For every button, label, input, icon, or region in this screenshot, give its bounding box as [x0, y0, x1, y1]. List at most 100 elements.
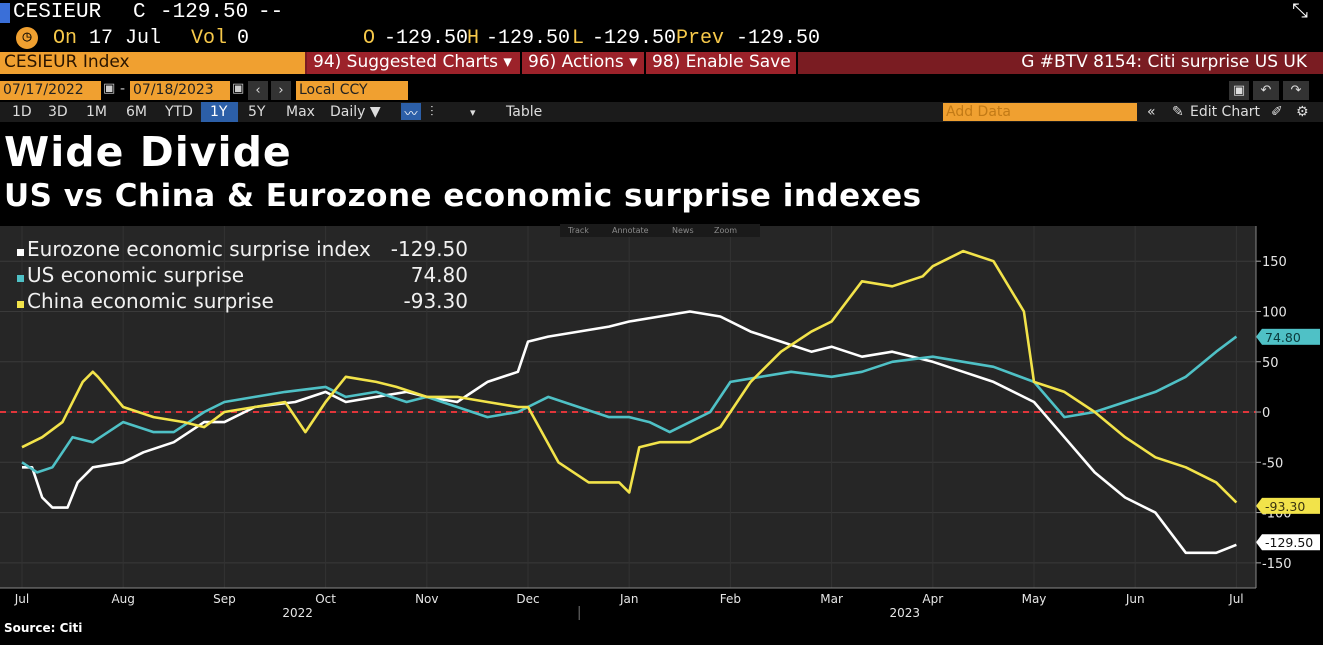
- legend-swatch: [17, 249, 24, 256]
- badge-pointer: [1256, 497, 1262, 514]
- x-tick-label: May: [1022, 592, 1047, 606]
- start-date-input[interactable]: 07/17/2022: [0, 81, 101, 100]
- add-data-input[interactable]: Add Data: [943, 103, 1137, 121]
- x-tick-label: Mar: [820, 592, 843, 606]
- low-value: -129.50: [592, 27, 677, 50]
- date-separator: -: [120, 81, 126, 97]
- range-1m[interactable]: 1M: [86, 104, 107, 120]
- security-field[interactable]: CESIEUR Index: [0, 52, 305, 74]
- quote-date: 17 Jul: [89, 27, 162, 50]
- open-label: O: [363, 27, 376, 50]
- annotate-icon[interactable]: ✐: [1271, 104, 1283, 120]
- edit-chart-icon[interactable]: ✎: [1172, 104, 1184, 120]
- badge-value: 74.80: [1265, 330, 1301, 345]
- prev-period-button[interactable]: ‹: [248, 81, 268, 100]
- badge-pointer: [1256, 534, 1262, 551]
- track-hint[interactable]: Track: [567, 226, 589, 235]
- line-chart-icon[interactable]: 〰: [401, 103, 421, 122]
- range-6m[interactable]: 6M: [126, 104, 147, 120]
- start-calendar-icon[interactable]: ▣: [103, 81, 116, 96]
- badge-box: [1262, 534, 1320, 551]
- range-1d[interactable]: 1D: [12, 104, 32, 120]
- badge-value: -129.50: [1265, 535, 1313, 550]
- table-button[interactable]: Table: [506, 104, 543, 120]
- legend-name: US economic surprise: [27, 263, 244, 287]
- end-date-input[interactable]: 07/18/2023: [130, 81, 230, 100]
- range-5y[interactable]: 5Y: [248, 104, 266, 120]
- x-tick-label: Feb: [720, 592, 741, 606]
- vol-label: Vol: [191, 27, 228, 50]
- x-tick-label: Jul: [14, 592, 29, 606]
- series-line-1: [21, 335, 1238, 474]
- enable-save-button[interactable]: 98) Enable Save: [646, 52, 798, 74]
- range-max[interactable]: Max: [286, 104, 315, 120]
- legend-name: Eurozone economic surprise index: [27, 237, 371, 261]
- x-tick-label: Aug: [111, 592, 134, 606]
- bar-chart-icon[interactable]: ⫶: [430, 104, 434, 120]
- y-tick-label: 150: [1262, 255, 1287, 270]
- series-line-2: [21, 249, 1238, 504]
- menu-bar: CESIEUR Index 94) Suggested Charts ▾ 96)…: [0, 52, 1323, 74]
- annotate-hint[interactable]: Annotate: [612, 226, 649, 235]
- range-1y[interactable]: 1Y: [210, 104, 228, 120]
- last-value-badges: 74.80 -93.30 -129.50: [1256, 328, 1320, 551]
- y-tick-label: -50: [1262, 456, 1283, 471]
- ticker-row: CESIEUR C -129.50 -- ⤡: [0, 0, 1323, 26]
- next-period-button[interactable]: ›: [271, 81, 291, 100]
- range-ytd[interactable]: YTD: [165, 104, 193, 120]
- news-story-link[interactable]: G #BTV 8154: Citi surprise US UK: [1021, 52, 1307, 72]
- actions-button[interactable]: 96) Actions ▾: [522, 52, 646, 74]
- y-tick-label: 100: [1262, 305, 1287, 320]
- high-label: H: [467, 27, 480, 50]
- alert-icon[interactable]: ◷: [16, 27, 38, 49]
- y-tick-label: -150: [1262, 557, 1292, 572]
- grid-lines: [0, 226, 1256, 588]
- zoom-hint[interactable]: Zoom: [714, 226, 737, 235]
- badge-value: -93.30: [1265, 499, 1305, 514]
- quote-row: ◷ On 17 Jul Vol 0 O -129.50 H -129.50 L …: [0, 26, 1323, 51]
- suggested-charts-button[interactable]: 94) Suggested Charts ▾: [307, 52, 522, 74]
- x-tick-label: Oct: [315, 592, 336, 606]
- chart-subtitle: US vs China & Eurozone economic surprise…: [4, 178, 922, 214]
- actions-label: 96) Actions ▾: [528, 52, 638, 72]
- end-calendar-icon[interactable]: ▣: [232, 81, 245, 96]
- close-value: -129.50: [160, 1, 249, 24]
- legend-value: -129.50: [391, 237, 468, 261]
- x-tick-label: Apr: [922, 592, 943, 606]
- collapse-icon[interactable]: «: [1147, 104, 1156, 120]
- news-hint[interactable]: News: [672, 226, 694, 235]
- chart-options-dropdown[interactable]: ▾: [470, 106, 476, 119]
- legend-swatch: [17, 275, 24, 282]
- close-label: C: [133, 1, 146, 24]
- series-lines: [21, 249, 1238, 555]
- frequency-select[interactable]: Daily ▼: [330, 104, 381, 120]
- ticker-symbol[interactable]: CESIEUR: [13, 1, 102, 24]
- undo-icon[interactable]: ↶: [1253, 81, 1279, 100]
- range-toolbar: 1D 3D 1M 6M YTD 1Y 5Y Max Daily ▼ 〰 ⫶ ▾ …: [0, 102, 1323, 122]
- expand-icon[interactable]: ⤡: [1292, 1, 1308, 24]
- y-tick-label: 0: [1262, 406, 1270, 421]
- series-line-0: [22, 310, 1237, 555]
- legend-value: -93.30: [404, 289, 468, 313]
- enable-save-label: 98) Enable Save: [652, 52, 791, 72]
- x-year-label: 2022: [282, 606, 313, 620]
- suggested-charts-label: 94) Suggested Charts ▾: [313, 52, 512, 72]
- high-value: -129.50: [486, 27, 571, 50]
- on-label: On: [53, 27, 78, 50]
- source-note: Source: Citi: [4, 621, 83, 635]
- vol-value: 0: [237, 27, 250, 50]
- range-3d[interactable]: 3D: [48, 104, 68, 120]
- x-tick-label: Nov: [415, 592, 438, 606]
- legend-swatch: [17, 301, 24, 308]
- currency-select[interactable]: Local CCY: [296, 81, 408, 100]
- low-label: L: [572, 27, 585, 50]
- legend-name: China economic surprise: [27, 289, 274, 313]
- redo-icon[interactable]: ↷: [1283, 81, 1309, 100]
- prev-value: -129.50: [736, 27, 821, 50]
- edit-chart-button[interactable]: Edit Chart: [1190, 104, 1261, 120]
- x-tick-label: Jan: [619, 592, 639, 606]
- chart-type-icon[interactable]: ▣: [1229, 81, 1249, 100]
- x-tick-label: Jul: [1228, 592, 1243, 606]
- settings-gear-icon[interactable]: ⚙: [1296, 104, 1309, 120]
